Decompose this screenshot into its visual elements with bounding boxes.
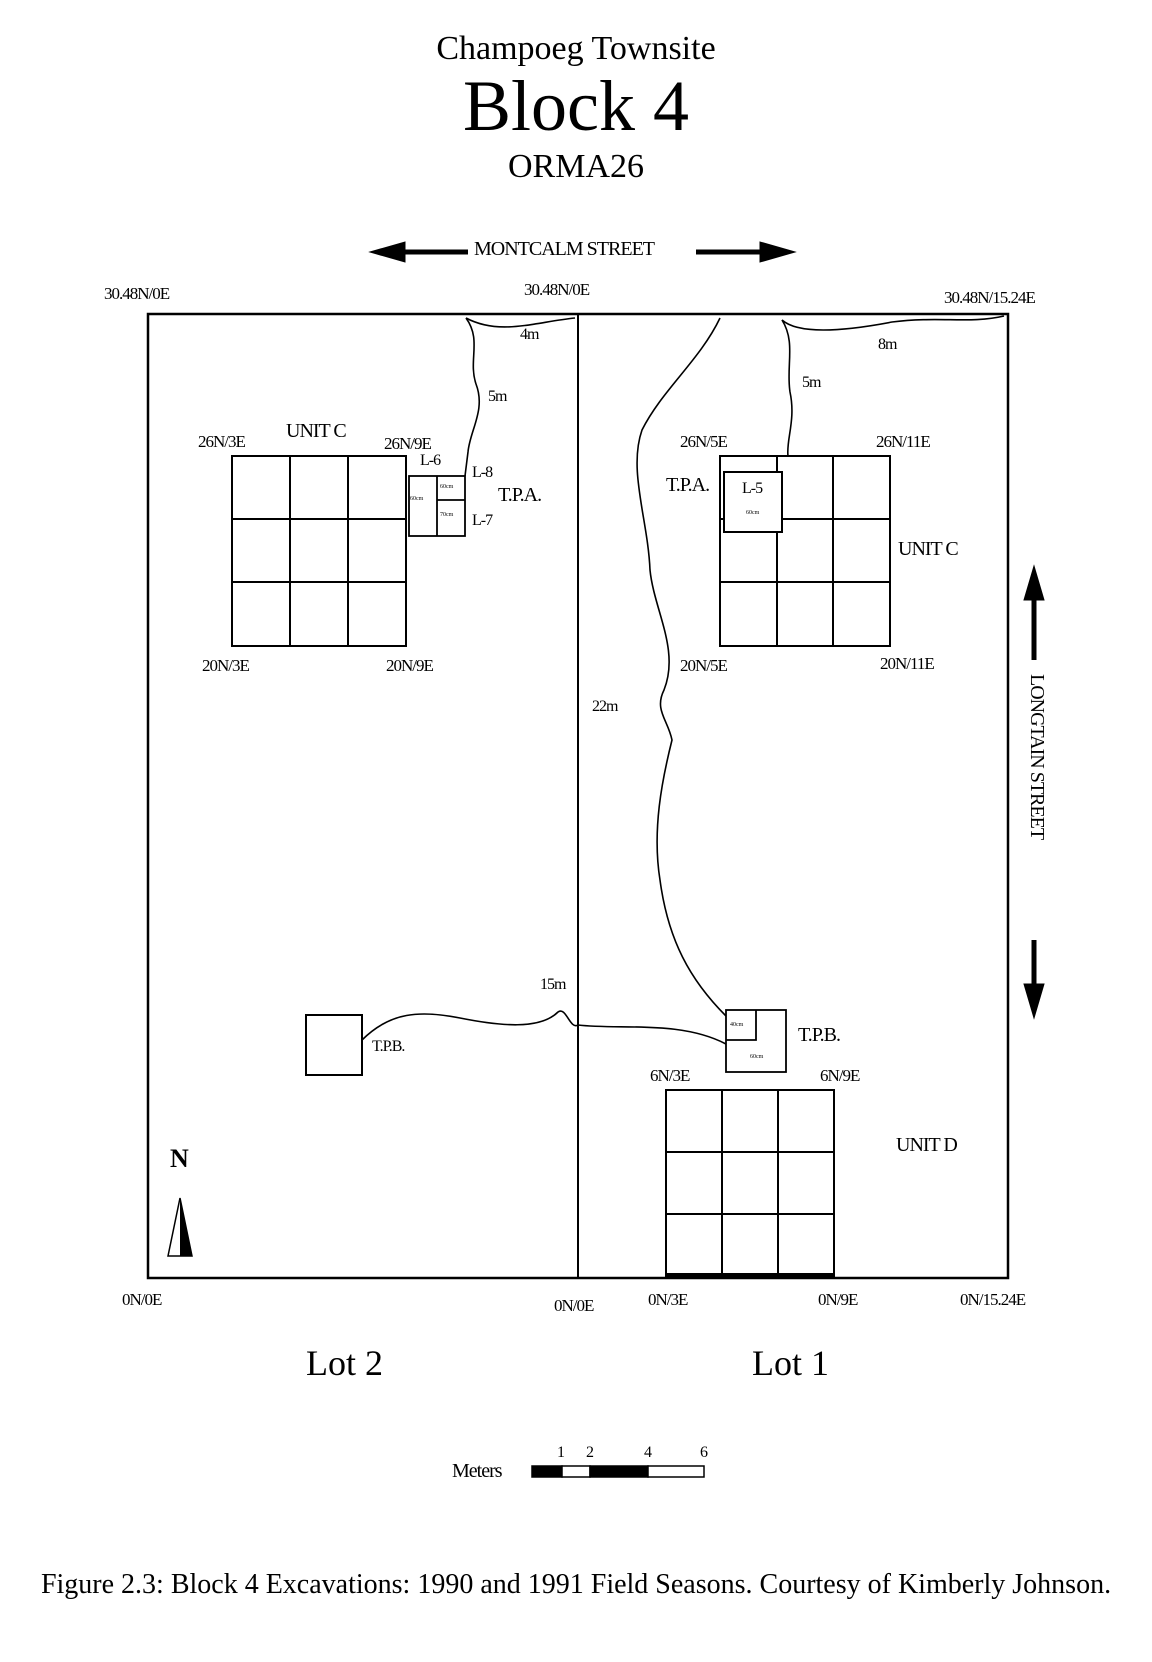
lot1-tpa-label: T.P.A.	[666, 474, 710, 496]
lot2-dim-15m: 15m	[540, 976, 566, 993]
lot2-tpa-label: T.P.A.	[498, 484, 542, 506]
corner-top-middle: 30.48N/0E	[524, 280, 590, 299]
lot1-tpb-label: T.P.B.	[798, 1024, 841, 1046]
lot1-tpa-box	[723, 471, 783, 533]
lot1-unit-c-ne: 26N/11E	[876, 432, 931, 451]
measurement-tapes	[361, 315, 1005, 1045]
scale-tick-6: 6	[700, 1444, 708, 1461]
site-title: Champoeg Townsite	[436, 30, 716, 67]
lot1-unit-c-se: 20N/11E	[880, 654, 935, 673]
lot1-l5-label: L-5	[742, 480, 763, 497]
lot1-dim-5m: 5m	[802, 374, 821, 391]
site-code: ORMA26	[507, 148, 645, 185]
lot1-unit-d-nw: 6N/3E	[650, 1066, 690, 1085]
lot1-unit-d-grid	[665, 1089, 835, 1277]
lot2-tpa-box	[408, 475, 466, 537]
lot1-unit-d-ne: 6N/9E	[820, 1066, 860, 1085]
lot2-label: Lot 2	[306, 1343, 383, 1383]
corner-top-right: 30.48N/15.24E	[944, 288, 1036, 307]
lot2-unit-c-sw: 20N/3E	[202, 656, 250, 675]
lot2-tpa-cell-b: 60cm	[440, 484, 454, 490]
corner-bottom-n3e: 0N/3E	[648, 1290, 688, 1309]
montcalm-street-label: MONTCALM STREET	[474, 238, 655, 260]
lot1-unit-d-label: UNIT D	[896, 1134, 958, 1156]
lot2-tpb-label: T.P.B.	[372, 1038, 405, 1055]
corner-bottom-middle: 0N/0E	[554, 1296, 594, 1315]
block-title: Block 4	[463, 66, 689, 146]
lot2-unit-c-label: UNIT C	[286, 420, 347, 442]
corner-bottom-left: 0N/0E	[122, 1290, 162, 1309]
lot1-dim-22m: 22m	[592, 698, 618, 715]
lot2-tpa-cell-a: 60cm	[410, 496, 424, 502]
lot1-unit-c-label: UNIT C	[898, 538, 959, 560]
lot2-tpb-box	[305, 1014, 363, 1076]
figure-caption: Figure 2.3: Block 4 Excavations: 1990 an…	[40, 1569, 1112, 1600]
north-label: N	[170, 1144, 189, 1173]
lot1-dim-8m: 8m	[878, 336, 897, 353]
lot1-tpb-cell-a: 40cm	[730, 1022, 744, 1028]
lot1-label: Lot 1	[752, 1343, 829, 1383]
scale-label: Meters	[452, 1460, 503, 1482]
lot1-tpb-cell-b: 60cm	[750, 1054, 764, 1060]
lot2-dim-4m: 4m	[520, 326, 539, 343]
longtain-arrows	[1023, 564, 1045, 1020]
north-arrow-icon	[167, 1197, 193, 1257]
montcalm-arrows	[368, 241, 797, 263]
lot2-unit-c-nw: 26N/3E	[198, 432, 246, 451]
lot1-tpa-cell: 60cm	[746, 510, 760, 516]
lot2-l6-label: L-6	[420, 452, 441, 469]
longtain-street-label: LONGTAIN STREET	[1026, 674, 1048, 840]
scale-tick-2: 2	[586, 1444, 594, 1461]
corner-top-left: 30.48N/0E	[104, 284, 170, 303]
corner-bottom-right: 0N/15.24E	[960, 1290, 1026, 1309]
lot2-dim-5m: 5m	[488, 388, 507, 405]
lot2-l8-label: L-8	[472, 464, 493, 481]
scale-tick-1: 1	[557, 1444, 565, 1461]
lot2-l7-label: L-7	[472, 512, 493, 529]
scale-tick-4: 4	[644, 1444, 652, 1461]
lot2-unit-c-se: 20N/9E	[386, 656, 434, 675]
lot2-unit-c-ne: 26N/9E	[384, 434, 432, 453]
lot1-unit-c-nw: 26N/5E	[680, 432, 728, 451]
lot2-tpa-cell-c: 70cm	[440, 512, 454, 518]
lot2-unit-c-grid	[231, 455, 407, 647]
scale-bar	[531, 1465, 705, 1478]
lot1-tpb-box	[725, 1009, 787, 1073]
corner-bottom-n9e: 0N/9E	[818, 1290, 858, 1309]
lot1-unit-c-sw: 20N/5E	[680, 656, 728, 675]
